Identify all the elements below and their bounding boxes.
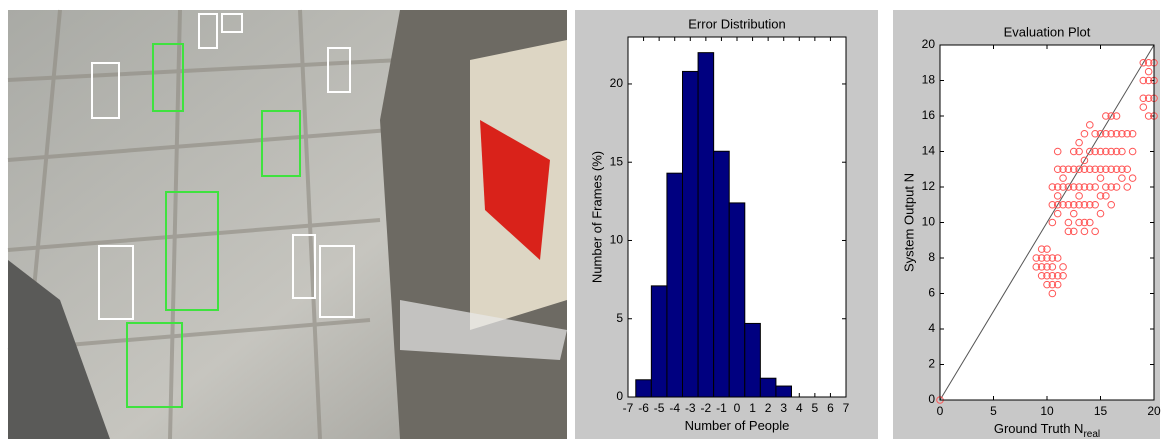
- x-tick-label: 5: [812, 401, 819, 415]
- bar: [745, 323, 761, 397]
- y-tick-label: 15: [610, 154, 624, 168]
- bar: [776, 386, 792, 397]
- x-tick-label: 7: [843, 401, 850, 415]
- x-tick-label: 5: [990, 404, 997, 418]
- x-axis-label-text: Ground Truth N: [994, 421, 1084, 436]
- chart-title: Error Distribution: [688, 16, 786, 31]
- y-tick-label: 20: [610, 76, 624, 90]
- bar: [667, 173, 683, 397]
- x-axis-label-text: Number of People: [685, 418, 790, 433]
- x-tick-label: -3: [685, 401, 696, 415]
- y-tick-label: 12: [922, 179, 936, 193]
- y-tick-label: 5: [616, 311, 623, 325]
- x-tick-label: 0: [734, 401, 741, 415]
- x-tick-label: 6: [827, 401, 834, 415]
- bar: [651, 286, 667, 397]
- bar: [714, 151, 730, 397]
- y-tick-label: 8: [928, 250, 935, 264]
- x-tick-label: 3: [780, 401, 787, 415]
- bar: [636, 380, 652, 397]
- y-tick-label: 0: [928, 392, 935, 406]
- bar: [729, 203, 745, 397]
- x-tick-label: -4: [669, 401, 680, 415]
- x-tick-label: -5: [654, 401, 665, 415]
- y-tick-label: 20: [922, 37, 936, 51]
- x-tick-label: 0: [937, 404, 944, 418]
- y-tick-label: 10: [922, 215, 936, 229]
- y-axis-label: Number of Frames (%): [589, 151, 604, 283]
- y-tick-label: 14: [922, 144, 936, 158]
- y-tick-label: 6: [928, 286, 935, 300]
- x-tick-label: -1: [716, 401, 727, 415]
- x-tick-label: -7: [623, 401, 634, 415]
- figure: Error Distribution05101520-7-6-5-4-3-2-1…: [0, 0, 1167, 439]
- x-tick-label: 2: [765, 401, 772, 415]
- y-tick-label: 2: [928, 357, 935, 371]
- x-tick-label: 20: [1147, 404, 1161, 418]
- page: Error Distribution05101520-7-6-5-4-3-2-1…: [0, 0, 1167, 444]
- x-tick-label: 10: [1040, 404, 1054, 418]
- y-axis-label: System Output N: [901, 173, 916, 272]
- camera-frame: [8, 10, 567, 439]
- x-tick-label: 4: [796, 401, 803, 415]
- x-axis-label-subscript: real: [1083, 429, 1100, 439]
- y-tick-label: 10: [610, 233, 624, 247]
- y-tick-label: 18: [922, 73, 936, 87]
- bar: [698, 53, 714, 397]
- bar: [760, 378, 776, 397]
- x-tick-label: 1: [749, 401, 756, 415]
- y-tick-label: 4: [928, 321, 935, 335]
- chart-title: Evaluation Plot: [1004, 24, 1091, 39]
- bar: [683, 71, 699, 397]
- x-tick-label: -6: [638, 401, 649, 415]
- x-axis-label: Number of People: [685, 418, 790, 433]
- x-tick-label: -2: [701, 401, 712, 415]
- y-tick-label: 16: [922, 108, 936, 122]
- x-tick-label: 15: [1094, 404, 1108, 418]
